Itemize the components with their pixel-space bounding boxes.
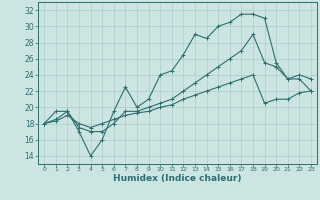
X-axis label: Humidex (Indice chaleur): Humidex (Indice chaleur) xyxy=(113,174,242,183)
